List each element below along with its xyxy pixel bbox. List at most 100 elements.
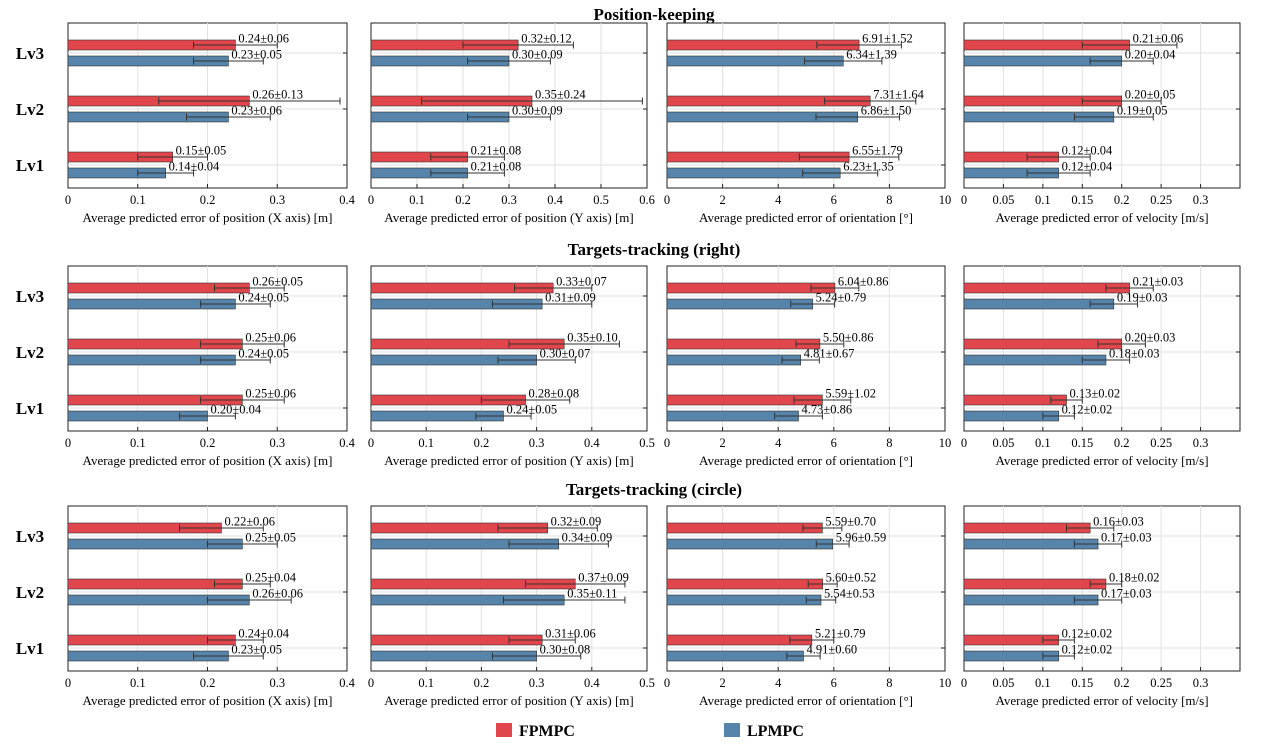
data-label: 0.28±0.08	[529, 387, 580, 401]
data-label: 0.23±0.05	[231, 643, 282, 657]
x-tick-label: 0.1	[130, 436, 146, 450]
data-label: 0.25±0.04	[245, 571, 296, 585]
x-tick-label: 0.3	[1193, 193, 1209, 207]
x-tick-label: 0.5	[639, 436, 655, 450]
x-tick-label: 0.3	[1193, 676, 1209, 690]
x-tick-label: 0.15	[1071, 676, 1093, 690]
data-label: 7.31±1.64	[873, 88, 924, 102]
x-tick-label: 0.15	[1071, 193, 1093, 207]
x-tick-label: 0.4	[547, 193, 563, 207]
x-axis-label: Average predicted error of velocity [m/s…	[995, 453, 1208, 468]
row-title: Targets-tracking (right)	[568, 240, 741, 259]
data-label: 0.35±0.11	[567, 587, 617, 601]
x-tick-label: 0.2	[200, 193, 216, 207]
data-label: 0.21±0.08	[471, 160, 522, 174]
bar-fpmpc	[963, 282, 1130, 294]
x-tick-label: 0.1	[409, 193, 425, 207]
x-tick-label: 0	[65, 193, 71, 207]
data-label: 0.19±0.05	[1117, 104, 1168, 118]
x-tick-label: 0	[65, 676, 71, 690]
x-tick-label: 10	[939, 676, 952, 690]
data-label: 0.34±0.09	[562, 531, 613, 545]
data-label: 0.19±0.03	[1117, 291, 1168, 305]
x-axis-label: Average predicted error of orientation […	[699, 210, 913, 225]
data-label: 0.24±0.05	[238, 347, 289, 361]
data-label: 6.86±1.50	[861, 104, 912, 118]
x-tick-label: 0.15	[1071, 436, 1093, 450]
x-tick-label: 0.3	[529, 676, 545, 690]
level-label: Lv3	[16, 287, 44, 306]
x-tick-label: 0.3	[269, 676, 285, 690]
x-tick-label: 0	[664, 436, 670, 450]
data-label: 0.13±0.02	[1070, 387, 1121, 401]
data-label: 0.20±0.03	[1125, 331, 1176, 345]
level-label: Lv2	[16, 343, 44, 362]
data-label: 0.17±0.03	[1101, 587, 1152, 601]
x-tick-label: 0.05	[992, 676, 1014, 690]
data-label: 0.26±0.06	[252, 587, 303, 601]
legend-swatch	[496, 723, 512, 737]
x-tick-label: 0.3	[529, 436, 545, 450]
data-label: 0.16±0.03	[1093, 515, 1144, 529]
data-label: 0.12±0.04	[1062, 160, 1113, 174]
bar-lpmpc	[666, 354, 802, 366]
data-label: 5.59±1.02	[825, 387, 876, 401]
data-label: 0.24±0.05	[506, 403, 557, 417]
data-label: 0.30±0.08	[540, 643, 591, 657]
x-tick-label: 0.2	[200, 436, 216, 450]
x-tick-label: 0.05	[992, 193, 1014, 207]
data-label: 0.14±0.04	[169, 160, 220, 174]
x-tick-label: 6	[831, 436, 837, 450]
data-label: 0.20±0.04	[211, 403, 262, 417]
x-tick-label: 0.3	[501, 193, 517, 207]
data-label: 5.50±0.86	[823, 331, 874, 345]
x-tick-label: 4	[775, 193, 782, 207]
data-label: 0.33±0.07	[556, 275, 607, 289]
x-tick-label: 4	[775, 676, 782, 690]
x-tick-label: 0	[961, 436, 967, 450]
legend-swatch	[724, 723, 740, 737]
level-label: Lv1	[16, 399, 44, 418]
data-label: 0.12±0.02	[1062, 643, 1113, 657]
data-label: 5.21±0.79	[815, 627, 866, 641]
data-label: 0.32±0.09	[551, 515, 602, 529]
data-label: 6.34±1.39	[846, 48, 897, 62]
x-tick-label: 0	[961, 676, 967, 690]
level-label: Lv2	[16, 100, 44, 119]
data-label: 0.31±0.06	[545, 627, 596, 641]
data-label: 0.21±0.08	[471, 144, 522, 158]
data-label: 0.31±0.09	[545, 291, 596, 305]
x-tick-label: 6	[831, 193, 837, 207]
bar-lpmpc	[666, 650, 804, 662]
bar-fpmpc	[666, 578, 823, 590]
legend-label: FPMPC	[519, 723, 575, 740]
level-label: Lv3	[16, 44, 44, 63]
data-label: 6.91±1.52	[862, 32, 913, 46]
x-tick-label: 0.2	[455, 193, 471, 207]
x-tick-label: 8	[886, 193, 892, 207]
data-label: 0.12±0.02	[1062, 627, 1113, 641]
data-label: 0.30±0.09	[512, 48, 563, 62]
data-label: 4.73±0.86	[801, 403, 852, 417]
x-tick-label: 0.4	[584, 436, 600, 450]
x-tick-label: 0.4	[339, 676, 355, 690]
x-tick-label: 0	[368, 436, 374, 450]
data-label: 0.24±0.05	[238, 291, 289, 305]
data-label: 0.32±0.12	[521, 32, 572, 46]
data-label: 0.26±0.13	[252, 88, 303, 102]
x-tick-label: 0.5	[639, 676, 655, 690]
x-tick-label: 0.6	[639, 193, 655, 207]
x-axis-label: Average predicted error of velocity [m/s…	[995, 210, 1208, 225]
data-label: 5.96±0.59	[836, 531, 887, 545]
x-tick-label: 8	[886, 676, 892, 690]
x-axis-label: Average predicted error of position (Y a…	[384, 453, 633, 468]
x-tick-label: 0.1	[1035, 676, 1051, 690]
bar-lpmpc	[666, 538, 833, 550]
data-label: 0.20±0.04	[1125, 48, 1176, 62]
x-tick-label: 0	[368, 193, 374, 207]
bar-fpmpc	[666, 522, 823, 534]
x-axis-label: Average predicted error of position (X a…	[83, 453, 333, 468]
x-tick-label: 10	[939, 436, 952, 450]
x-tick-label: 0.1	[130, 193, 146, 207]
x-tick-label: 0	[664, 193, 670, 207]
